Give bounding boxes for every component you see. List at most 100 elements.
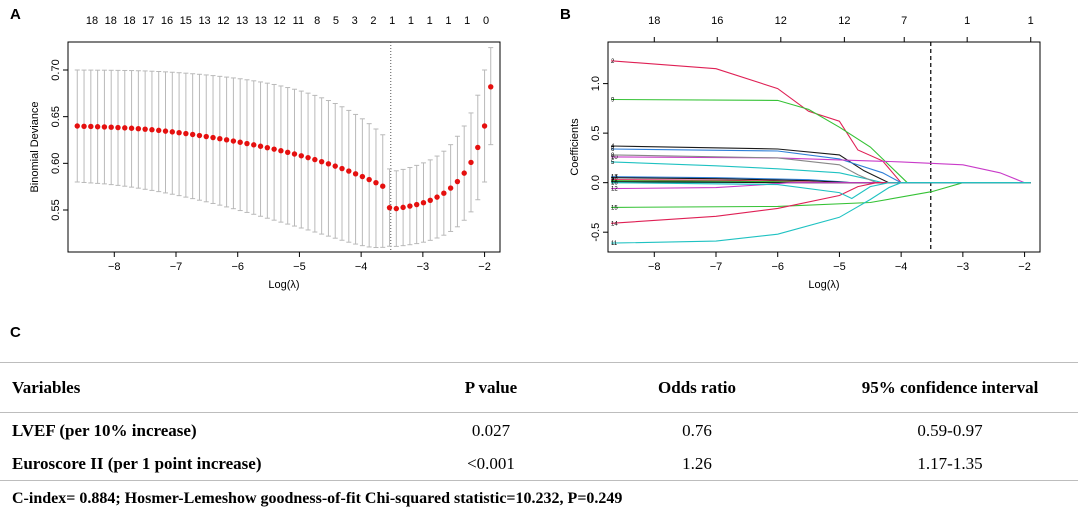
top-axis-label: 17 [142, 15, 154, 27]
coef-path-9 [611, 98, 1031, 184]
top-axis-label: 5 [333, 15, 339, 27]
table-row-2-ci: 1.17-1.35 [917, 454, 983, 473]
deviance-point [407, 203, 413, 209]
deviance-point [237, 139, 243, 145]
deviance-point [285, 149, 291, 156]
y-tick-label: -0.5 [590, 223, 602, 242]
deviance-point [223, 137, 230, 143]
deviance-point [128, 125, 135, 131]
deviance-point [278, 148, 284, 154]
deviance-point [101, 124, 108, 130]
y-tick-label: 0.70 [50, 59, 62, 80]
coef-path-label: 11 [611, 241, 618, 247]
deviance-point [291, 151, 298, 157]
table-top-rule [0, 362, 1078, 363]
x-axis-label: Log(λ) [268, 279, 299, 291]
y-axis-label: Coefficients [569, 118, 581, 176]
table-row-1-variable: LVEF (per 10% increase) [12, 421, 197, 440]
x-tick-label: −4 [895, 261, 908, 273]
deviance-point [380, 183, 386, 189]
deviance-point [142, 126, 148, 132]
coef-path-label: 16 [611, 181, 618, 187]
deviance-point [156, 127, 162, 134]
x-tick-label: −8 [648, 261, 661, 273]
deviance-point [318, 158, 325, 165]
deviance-point [359, 173, 366, 180]
deviance-point [454, 178, 461, 185]
top-axis-label: 1 [464, 15, 470, 27]
x-tick-label: −4 [355, 261, 368, 273]
table-row-2-variable: Euroscore II (per 1 point increase) [12, 454, 262, 473]
coef-path-15 [611, 182, 1031, 208]
deviance-point [169, 129, 175, 135]
top-axis-label: 1 [1028, 15, 1034, 27]
deviance-point [346, 168, 352, 174]
deviance-point [189, 131, 196, 138]
plot-frame [607, 41, 1041, 253]
coef-path-14 [611, 182, 1031, 224]
top-axis-label: 0 [483, 15, 489, 27]
deviance-point [81, 123, 87, 129]
deviance-point [366, 176, 372, 183]
deviance-point [427, 197, 433, 203]
coef-path-2 [611, 60, 1031, 184]
deviance-point [393, 205, 400, 212]
deviance-point [94, 124, 101, 130]
deviance-point [271, 146, 277, 152]
top-axis-label: 13 [255, 15, 267, 27]
coef-path-label: 14 [611, 221, 618, 227]
deviance-point [108, 124, 114, 130]
top-axis-label: 13 [198, 15, 210, 27]
deviance-point [115, 124, 121, 131]
table-header-p-value: P value [464, 378, 518, 397]
coef-path-label: 15 [611, 205, 618, 211]
deviance-point [149, 127, 155, 133]
top-axis-label: 2 [370, 15, 376, 27]
top-axis-label: 1 [427, 15, 433, 27]
deviance-point [373, 179, 379, 186]
deviance-point [312, 156, 318, 163]
table-row-1-odds-ratio: 0.76 [682, 421, 712, 440]
top-axis-label: 12 [775, 15, 787, 27]
table-bottom-rule [0, 480, 1078, 481]
coef-path-label: 13 [611, 176, 618, 182]
coef-path-label: 2 [611, 59, 615, 65]
deviance-point [352, 171, 359, 177]
coef-path-label: 12 [611, 187, 618, 193]
coef-path-label: 5 [611, 160, 615, 166]
deviance-point [251, 142, 257, 148]
deviance-point [74, 123, 80, 129]
table-footer-note: C-index= 0.884; Hosmer-Lemeshow goodness… [12, 490, 623, 507]
x-tick-label: −8 [108, 261, 121, 273]
panel-label-a: A [10, 6, 21, 23]
x-axis-label: Log(λ) [808, 279, 839, 291]
deviance-point [461, 170, 467, 176]
coef-path-label: 10 [611, 155, 618, 161]
deviance-point [162, 128, 169, 134]
coef-path-label: 9 [611, 97, 615, 103]
y-tick-label: 0.55 [50, 199, 62, 220]
deviance-point [332, 163, 338, 169]
deviance-point [264, 144, 271, 151]
deviance-point [88, 123, 94, 130]
x-tick-label: −6 [771, 261, 784, 273]
deviance-point [203, 133, 209, 140]
top-axis-label: 16 [161, 15, 173, 27]
top-axis-label: 18 [105, 15, 117, 27]
x-tick-label: −2 [1018, 261, 1031, 273]
deviance-point [447, 185, 454, 191]
table-header-variables: Variables [12, 378, 81, 397]
x-tick-label: −6 [231, 261, 244, 273]
top-axis-label: 7 [901, 15, 907, 27]
coef-path-label: 6 [611, 147, 615, 153]
coef-path-label: 8 [611, 153, 615, 159]
top-axis-label: 13 [236, 15, 248, 27]
y-tick-label: 0.5 [590, 125, 602, 140]
coef-path-label: 4 [611, 144, 615, 150]
deviance-point [481, 123, 488, 129]
table-header-ci: 95% confidence interval [861, 378, 1039, 397]
deviance-point [183, 130, 189, 137]
deviance-point [400, 204, 406, 211]
table-row-2-p-value: <0.001 [467, 454, 515, 473]
deviance-point [441, 190, 447, 196]
